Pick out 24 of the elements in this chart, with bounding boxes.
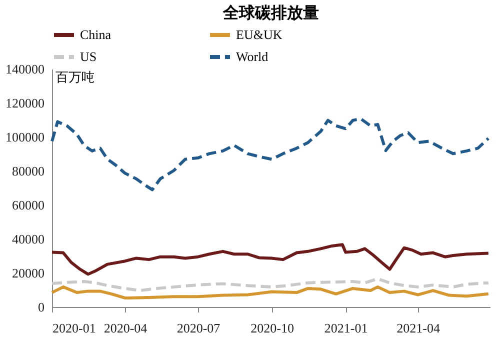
legend-label: China [80, 27, 112, 42]
y-axis-title: 百万吨 [56, 70, 94, 84]
y-tick-label: 0 [38, 300, 44, 314]
line-series [50, 117, 490, 192]
y-tick-label: 60000 [12, 198, 44, 212]
line-series [50, 243, 490, 276]
x-tick-label: 2021-01 [324, 320, 368, 336]
line-series [50, 285, 490, 300]
x-tick-label: 2020-01 [52, 320, 96, 336]
legend-label: EU&UK [236, 27, 283, 42]
y-tick-label: 140000 [6, 62, 44, 76]
y-tick-label: 40000 [12, 232, 44, 246]
x-tick-label: 2020-04 [104, 320, 148, 336]
y-tick-label: 80000 [12, 164, 44, 178]
y-tick-label: 100000 [6, 130, 44, 144]
line-series [50, 277, 490, 292]
x-tick-label: 2020-10 [250, 320, 294, 336]
legend-label: World [236, 49, 269, 64]
x-tick-label: 2021-04 [396, 320, 440, 336]
legend-label: US [80, 49, 97, 64]
y-tick-label: 120000 [6, 96, 44, 110]
y-tick-label: 20000 [12, 266, 44, 280]
chart-title: 全球碳排放量 [222, 4, 319, 22]
x-tick-label: 2020-07 [176, 320, 221, 336]
